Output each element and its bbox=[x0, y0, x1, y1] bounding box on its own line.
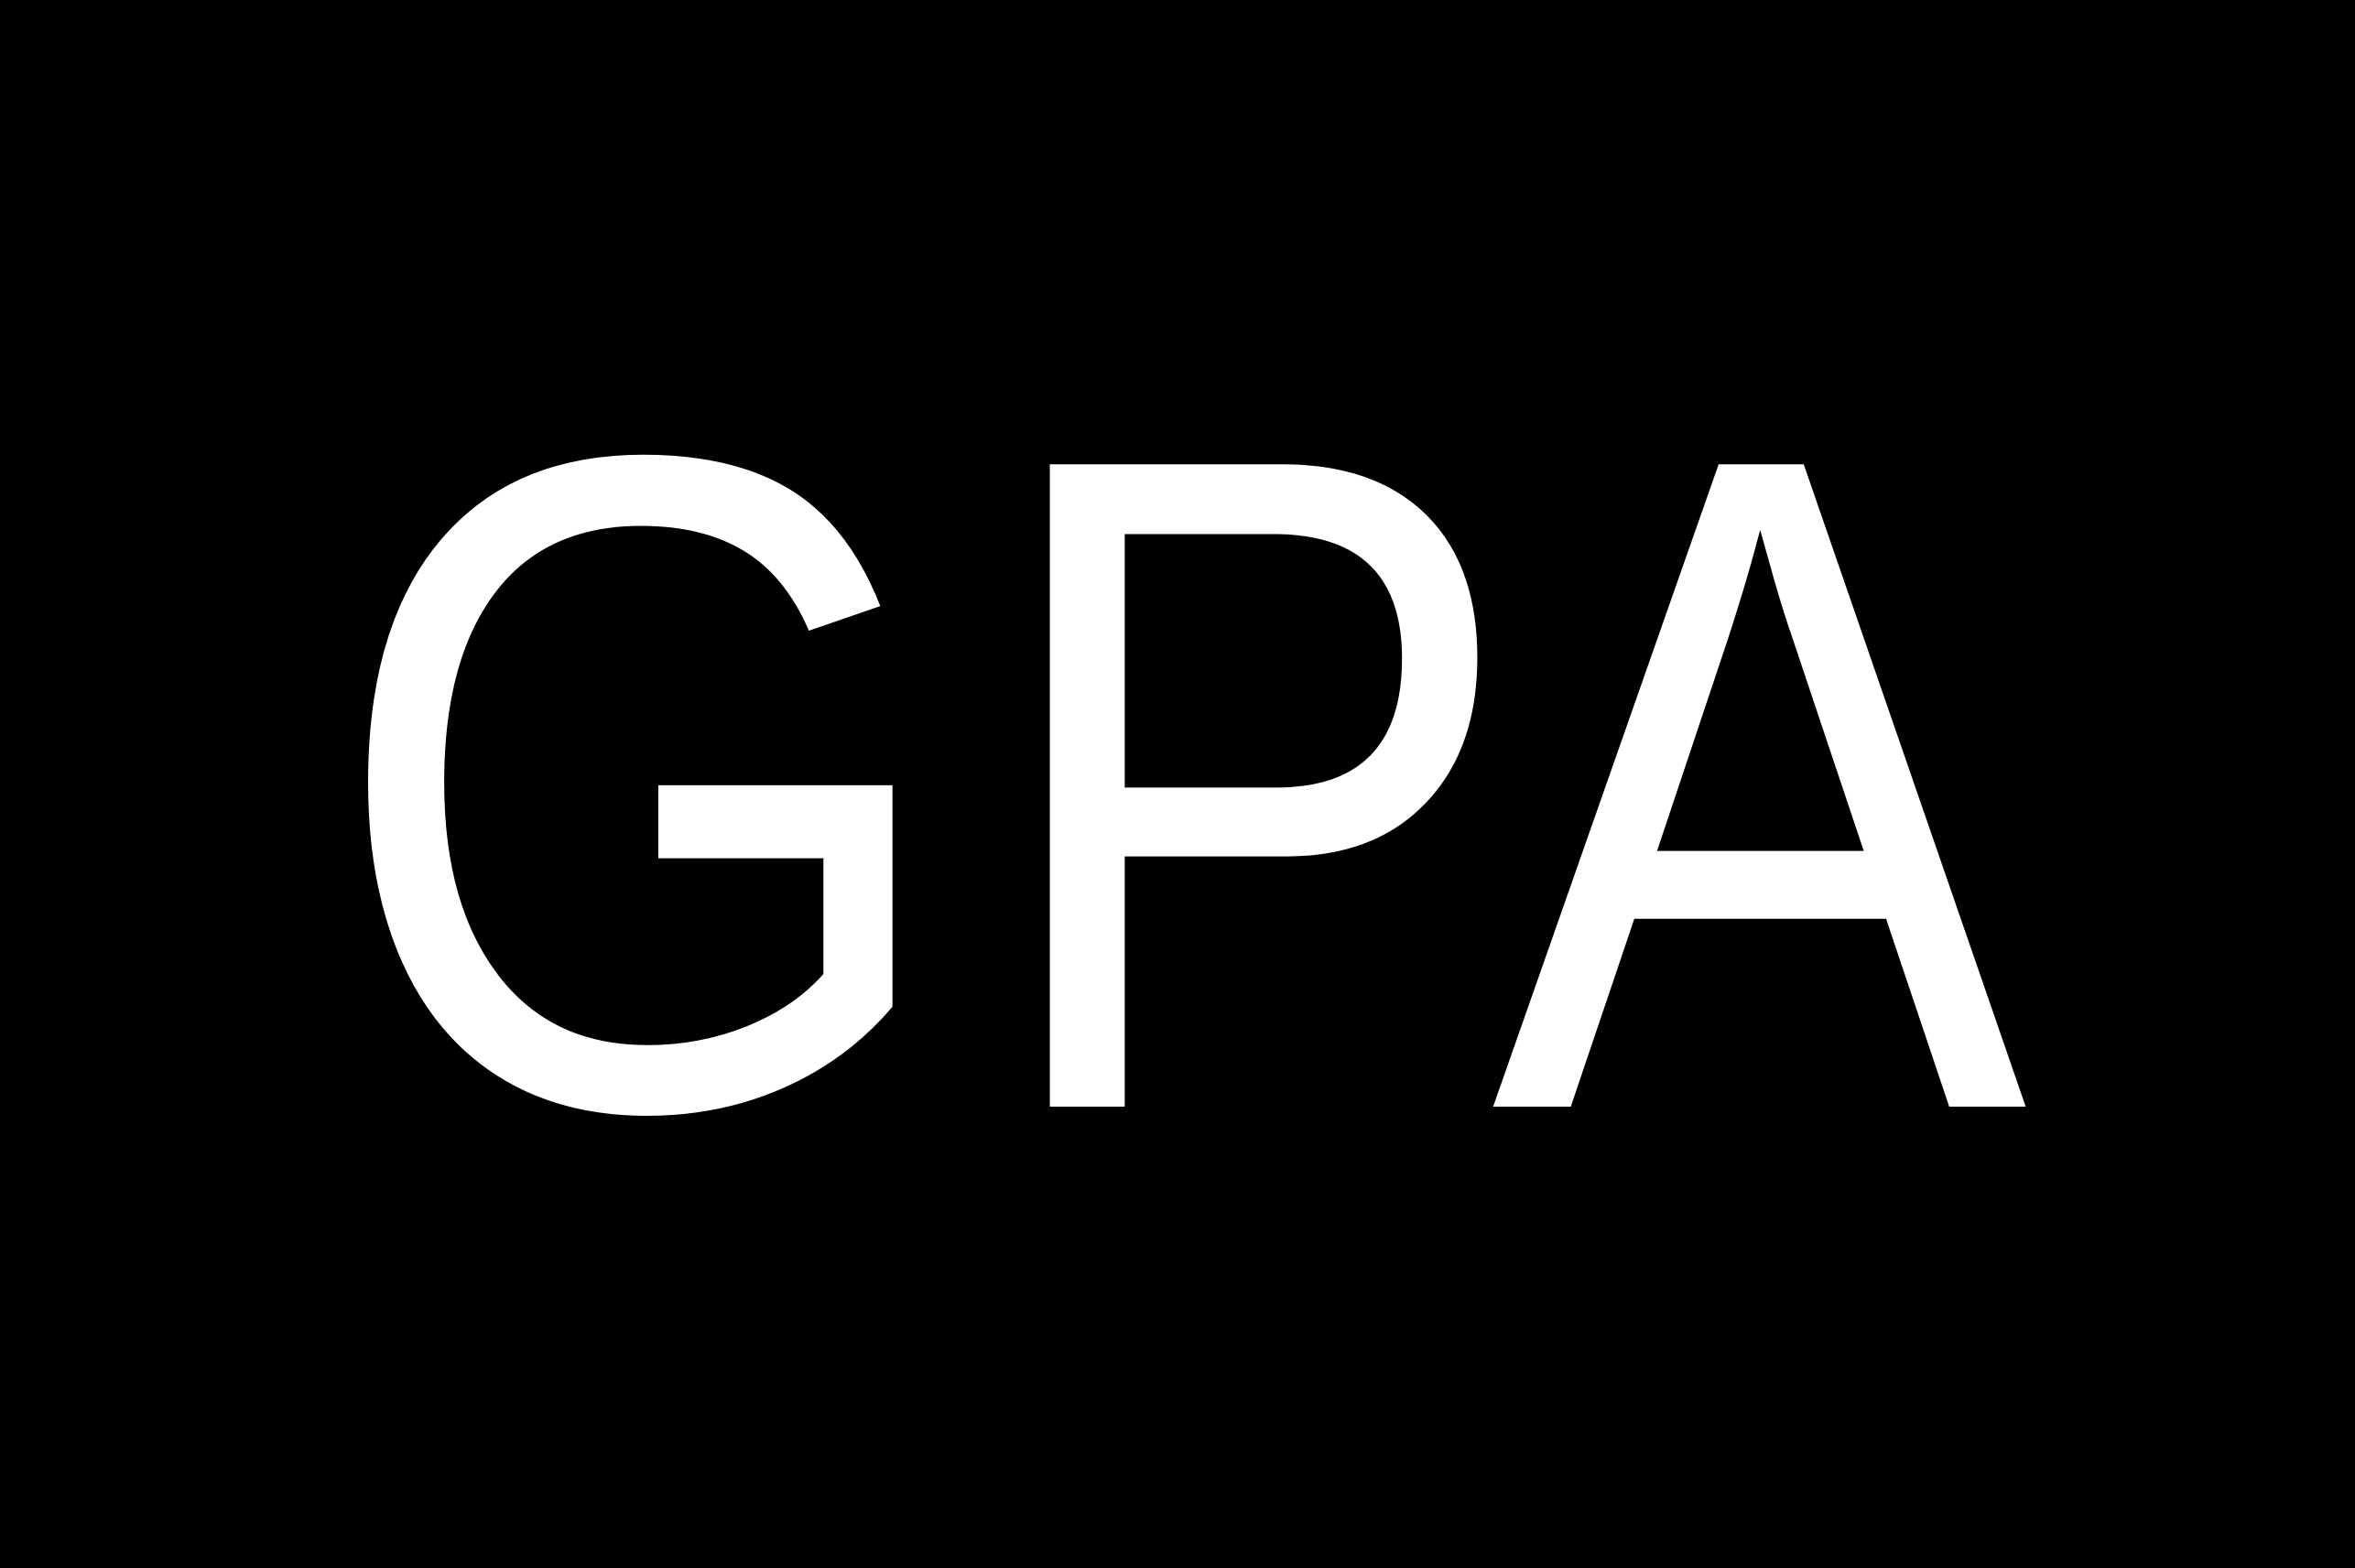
logo-wordmark: GPA bbox=[327, 262, 2059, 1305]
